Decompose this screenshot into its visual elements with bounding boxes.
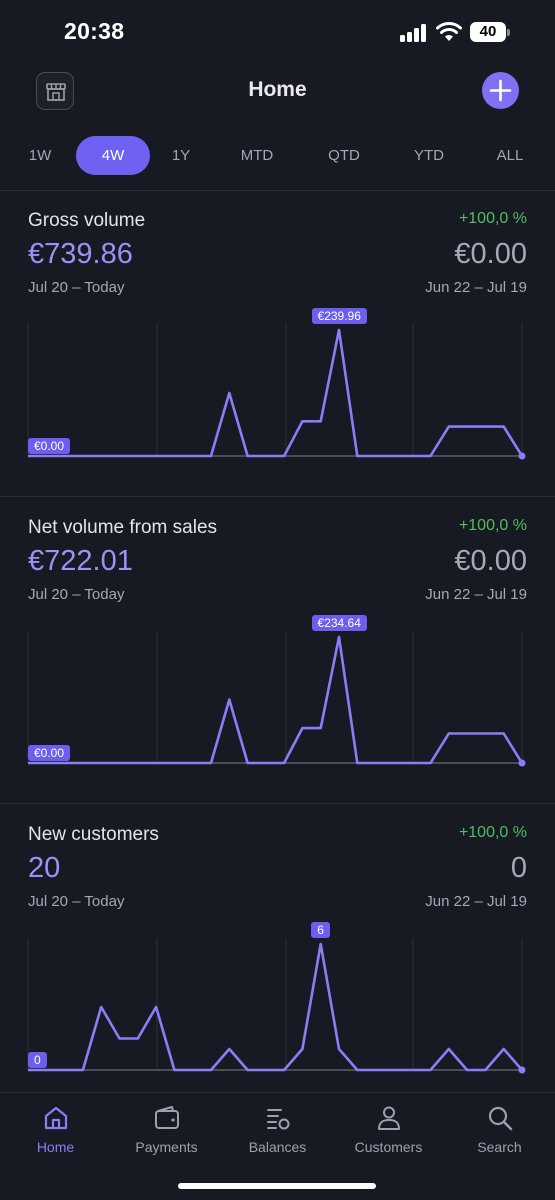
nav-payments[interactable]: Payments xyxy=(111,1093,222,1163)
divider xyxy=(0,803,555,804)
store-button[interactable] xyxy=(36,72,74,110)
chart-max-label: 6 xyxy=(311,922,330,938)
chart-max-label: €234.64 xyxy=(311,615,367,631)
nav-customers[interactable]: Customers xyxy=(333,1093,444,1163)
net-volume-chart: €0.00 €234.64 xyxy=(0,613,555,783)
divider xyxy=(0,496,555,497)
gross-volume-card[interactable]: Gross volume +100,0 % €739.86 €0.00 Jul … xyxy=(0,190,555,496)
net-volume-card[interactable]: Net volume from sales +100,0 % €722.01 €… xyxy=(0,497,555,803)
divider xyxy=(0,190,555,191)
plus-icon xyxy=(489,79,512,102)
tab-1w[interactable]: 1W xyxy=(28,147,52,164)
end-point xyxy=(518,452,526,460)
wifi-icon xyxy=(436,22,462,41)
new-customers-card[interactable]: New customers +100,0 % 20 0 Jul 20 – Tod… xyxy=(0,804,555,1110)
chart-min-label: €0.00 xyxy=(28,438,71,454)
add-button[interactable] xyxy=(482,72,519,109)
gross-volume-chart: €0.00 €239.96 xyxy=(0,306,555,476)
tab-1y[interactable]: 1Y xyxy=(171,147,191,164)
chart-min-label: 0 xyxy=(28,1052,47,1068)
chart-svg xyxy=(27,631,526,767)
nav-label: Balances xyxy=(248,1139,307,1155)
previous-period: Jun 22 – Jul 19 xyxy=(425,279,527,296)
nav-label: Home xyxy=(36,1139,75,1155)
nav-home[interactable]: Home xyxy=(0,1093,111,1163)
series-line xyxy=(28,942,523,1072)
chart-svg xyxy=(27,324,526,460)
previous-value: €0.00 xyxy=(454,545,527,577)
current-value: €722.01 xyxy=(28,545,133,577)
status-bar: 20:38 40 xyxy=(0,0,555,64)
tab-4w[interactable]: 4W xyxy=(76,136,150,175)
card-title: New customers xyxy=(28,824,159,845)
card-title: Net volume from sales xyxy=(28,517,218,538)
new-customers-chart: 0 6 xyxy=(0,920,555,1090)
search-icon xyxy=(488,1106,513,1131)
current-value: 20 xyxy=(28,852,61,884)
tab-all[interactable]: ALL xyxy=(496,147,524,164)
nav-label: Customers xyxy=(354,1139,423,1155)
wallet-icon xyxy=(155,1106,179,1129)
person-icon xyxy=(378,1106,400,1130)
change-percent: +100,0 % xyxy=(458,517,527,534)
nav-label: Payments xyxy=(135,1139,198,1155)
chart-svg xyxy=(27,938,526,1074)
battery-level: 40 xyxy=(470,22,506,42)
end-point xyxy=(518,759,526,767)
current-period: Jul 20 – Today xyxy=(28,586,125,603)
current-value: €739.86 xyxy=(28,238,133,270)
tab-mtd[interactable]: MTD xyxy=(240,147,274,164)
home-indicator xyxy=(178,1183,376,1189)
nav-search[interactable]: Search xyxy=(444,1093,555,1163)
change-percent: +100,0 % xyxy=(458,824,527,841)
previous-value: €0.00 xyxy=(454,238,527,270)
previous-period: Jun 22 – Jul 19 xyxy=(425,586,527,603)
battery-icon: 40 xyxy=(470,22,510,42)
current-period: Jul 20 – Today xyxy=(28,279,125,296)
period-tabs: 1W 4W 1Y MTD QTD YTD ALL xyxy=(0,136,555,176)
balances-icon xyxy=(267,1109,290,1130)
page-title: Home xyxy=(248,78,307,101)
home-icon xyxy=(44,1106,68,1130)
chart-min-label: €0.00 xyxy=(28,745,71,761)
store-icon xyxy=(46,83,66,101)
nav-label: Search xyxy=(477,1139,522,1155)
series-line xyxy=(28,328,524,458)
series-line xyxy=(28,635,524,765)
status-time: 20:38 xyxy=(64,18,125,44)
nav-balances[interactable]: Balances xyxy=(222,1093,333,1163)
chart-max-label: €239.96 xyxy=(311,308,367,324)
tab-qtd[interactable]: QTD xyxy=(328,147,360,164)
bottom-nav: Home Payments Balances Customers Sea xyxy=(0,1092,555,1200)
previous-period: Jun 22 – Jul 19 xyxy=(425,893,527,910)
card-title: Gross volume xyxy=(28,210,146,231)
app-header: Home xyxy=(0,64,555,118)
end-point xyxy=(518,1066,526,1074)
change-percent: +100,0 % xyxy=(458,210,527,227)
current-period: Jul 20 – Today xyxy=(28,893,125,910)
previous-value: 0 xyxy=(510,852,527,884)
cellular-signal-icon xyxy=(400,24,430,42)
tab-ytd[interactable]: YTD xyxy=(414,147,444,164)
